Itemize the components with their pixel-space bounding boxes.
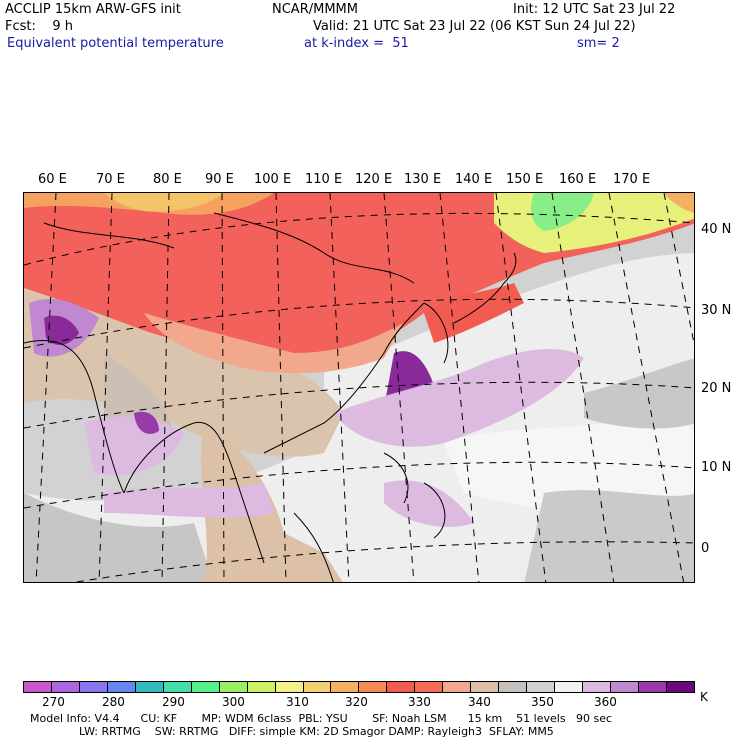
lat-label: 0 [701,541,710,556]
colorbar-tick: 300 [222,695,245,709]
colorbar-swatch [303,682,332,692]
model-title: ACCLIP 15km ARW-GFS init [5,2,181,17]
colorbar-tick: 280 [102,695,125,709]
colorbar-swatch [387,682,416,692]
colorbar-tick: 330 [408,695,431,709]
colorbar-swatch [359,682,388,692]
field-name: Equivalent potential temperature [7,36,224,51]
center-title: NCAR/MMMM [272,2,358,17]
model-info-line1: Model Info: V4.4 CU: KF MP: WDM 6class P… [30,712,613,725]
colorbar-swatch [79,682,108,692]
colorbar-tick: 350 [531,695,554,709]
smoothing: sm= 2 [577,36,620,51]
lat-label: 40 N [701,222,732,237]
colorbar-swatch [51,682,80,692]
colorbar-swatch [638,682,667,692]
valid-time: Valid: 21 UTC Sat 23 Jul 22 (06 KST Sun … [313,19,636,34]
colorbar-swatch [331,682,360,692]
lon-label: 100 E [254,172,292,187]
lon-label: 170 E [613,172,651,187]
colorbar-swatch [583,682,612,692]
colorbar-tick: 360 [594,695,617,709]
lat-label: 10 N [701,460,732,475]
lon-label: 120 E [355,172,393,187]
lat-label: 20 N [701,381,732,396]
colorbar-swatch [24,682,52,692]
colorbar-swatch [219,682,248,692]
lat-label: 30 N [701,303,732,318]
colorbar-tick: 320 [345,695,368,709]
lon-label: 140 E [455,172,493,187]
colorbar-swatch [415,682,444,692]
colorbar-tick: 310 [286,695,309,709]
map-canvas [24,193,694,582]
colorbar [23,681,695,693]
colorbar-swatch [163,682,192,692]
colorbar-swatch [611,682,639,692]
lon-label: 90 E [205,172,234,187]
colorbar-swatch [555,682,584,692]
colorbar-swatch [666,682,694,692]
colorbar-tick: 290 [162,695,185,709]
lon-label: 110 E [305,172,343,187]
model-info-line2: LW: RRTMG SW: RRTMG DIFF: simple KM: 2D … [30,725,554,738]
lon-label: 80 E [153,172,182,187]
colorbar-unit: K [700,690,708,704]
colorbar-swatch [135,682,164,692]
level-index: at k-index = 51 [304,36,409,51]
lon-label: 150 E [506,172,544,187]
colorbar-swatch [471,682,500,692]
colorbar-swatch [191,682,220,692]
lon-label: 130 E [404,172,442,187]
colorbar-swatch [247,682,276,692]
lon-label: 160 E [559,172,597,187]
theta-e-map [23,192,695,583]
colorbar-tick: 340 [468,695,491,709]
colorbar-tick: 270 [42,695,65,709]
colorbar-swatch [275,682,304,692]
lon-label: 70 E [96,172,125,187]
colorbar-swatch [443,682,472,692]
lon-label: 60 E [38,172,67,187]
init-time: Init: 12 UTC Sat 23 Jul 22 [513,2,676,17]
colorbar-swatch [499,682,528,692]
colorbar-swatch [107,682,136,692]
forecast-hour: Fcst: 9 h [5,19,74,34]
colorbar-swatch [527,682,556,692]
